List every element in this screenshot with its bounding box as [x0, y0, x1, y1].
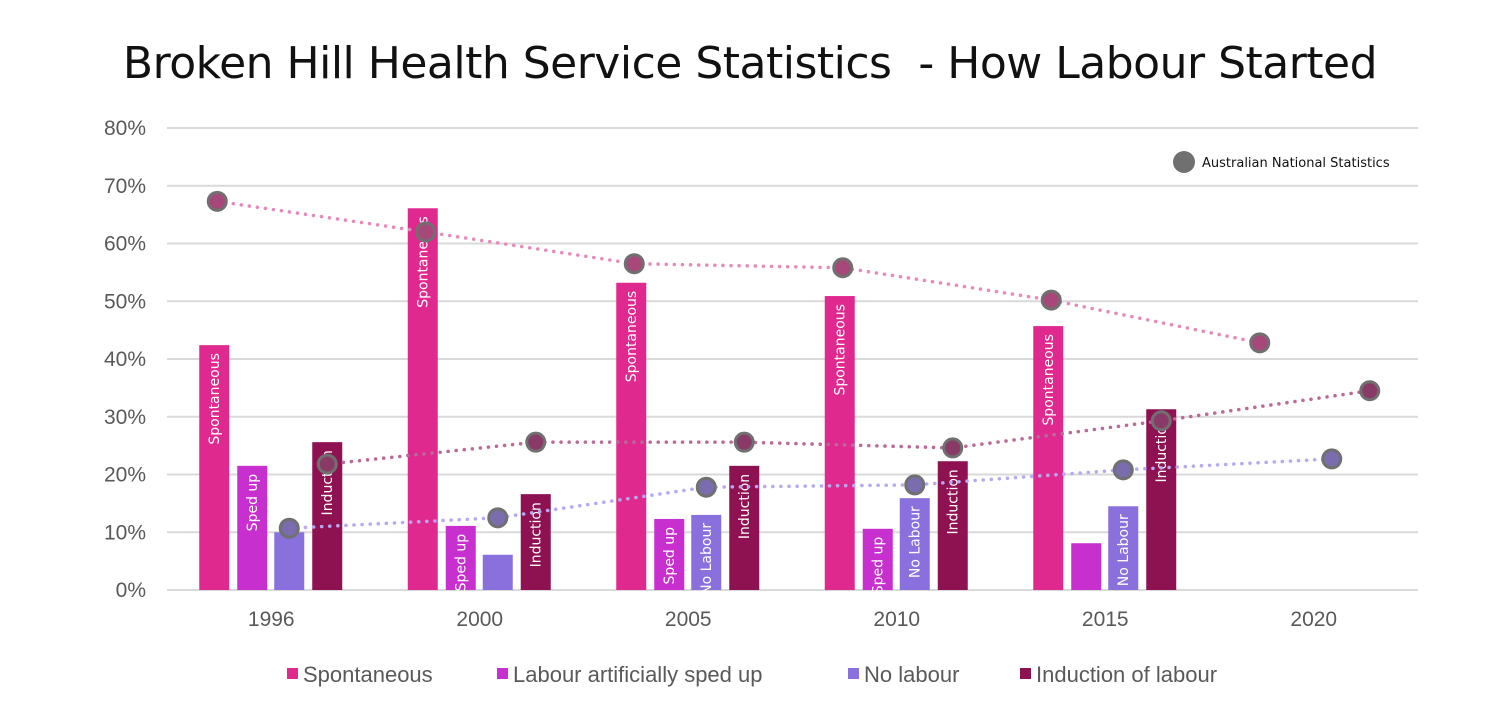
reference-marker — [1249, 332, 1271, 354]
bar-label: Induction — [529, 502, 545, 567]
reference-marker — [487, 507, 509, 529]
bar-label: Sped up — [454, 534, 470, 592]
reference-marker — [1150, 410, 1172, 432]
bar-label: Spontaneous — [833, 304, 849, 396]
bar-label: Induction — [737, 474, 753, 539]
bar-no-labour — [482, 554, 513, 590]
bar-label: Induction — [946, 469, 962, 534]
bar-labour-artificially-sped-up — [862, 528, 893, 590]
bar-labour-artificially-sped-up — [237, 465, 268, 590]
reference-marker — [415, 221, 437, 243]
x-tick-label: 2015 — [1082, 608, 1129, 631]
legend-swatch — [1020, 668, 1031, 679]
bar-labour-artificially-sped-up — [654, 518, 685, 590]
bar-no-labour — [899, 498, 930, 590]
legend-swatch — [287, 668, 298, 679]
reference-marker — [695, 476, 717, 498]
reference-marker — [623, 253, 645, 275]
bar-induction-of-labour — [520, 494, 551, 590]
x-tick-label: 1996 — [248, 608, 295, 631]
x-tick-label: 2005 — [665, 608, 712, 631]
bar-label: Induction — [1154, 417, 1170, 482]
reference-marker — [316, 453, 338, 475]
reference-legend-label: Australian National Statistics — [1202, 156, 1390, 171]
reference-marker — [733, 431, 755, 453]
bar-spontaneous — [616, 282, 647, 590]
reference-marker — [1040, 289, 1062, 311]
reference-marker — [832, 257, 854, 279]
bar-label: No Labour — [1116, 514, 1132, 586]
bar-label: Sped up — [245, 474, 261, 532]
bar-label: Sped up — [662, 527, 678, 585]
legend-label: Induction of labour — [1036, 662, 1217, 687]
legend-label: Labour artificially sped up — [513, 662, 762, 687]
bar-label: Spontaneous — [1041, 334, 1057, 426]
reference-marker — [1112, 459, 1134, 481]
bar-spontaneous — [199, 345, 230, 590]
legend-swatch — [497, 668, 508, 679]
bar-labour-artificially-sped-up — [1071, 543, 1102, 590]
bar-induction-of-labour — [729, 465, 760, 590]
y-tick-label: 50% — [104, 290, 146, 313]
reference-marker — [904, 474, 926, 496]
y-tick-label: 30% — [104, 406, 146, 429]
reference-marker — [1359, 380, 1381, 402]
bar-label: No Labour — [699, 523, 715, 595]
x-tick-label: 2010 — [873, 608, 920, 631]
reference-legend-marker — [1173, 151, 1195, 173]
y-tick-label: 60% — [104, 233, 146, 256]
x-tick-label: 2000 — [456, 608, 503, 631]
bar-label: Sped up — [871, 537, 887, 595]
y-tick-label: 20% — [104, 464, 146, 487]
legend-label: No labour — [864, 662, 959, 687]
bar-induction-of-labour — [1146, 409, 1177, 590]
legend-label: Spontaneous — [303, 662, 433, 687]
chart-title: Broken Hill Health Service Statistics - … — [122, 38, 1378, 89]
reference-marker — [525, 431, 547, 453]
bar-label: Spontaneous — [207, 353, 223, 445]
y-tick-label: 0% — [116, 579, 146, 602]
legend-swatch — [848, 668, 859, 679]
trend-line — [215, 199, 1262, 345]
reference-marker — [942, 437, 964, 459]
y-tick-label: 40% — [104, 348, 146, 371]
bar-no-labour — [1108, 506, 1139, 590]
y-tick-label: 70% — [104, 175, 146, 198]
x-tick-label: 2020 — [1290, 608, 1337, 631]
reference-marker — [1321, 448, 1343, 470]
bar-label: Spontaneous — [624, 291, 640, 383]
bar-label: No Labour — [908, 506, 924, 578]
bar-labour-artificially-sped-up — [445, 525, 476, 590]
y-tick-label: 10% — [104, 521, 146, 544]
bar-spontaneous — [1033, 326, 1064, 590]
bar-no-labour — [691, 514, 722, 590]
reference-marker — [278, 517, 300, 539]
bar-no-labour — [274, 532, 305, 590]
y-tick-label: 80% — [104, 117, 146, 140]
bar-spontaneous — [824, 296, 855, 590]
bar-spontaneous — [407, 208, 438, 590]
reference-marker — [206, 190, 228, 212]
